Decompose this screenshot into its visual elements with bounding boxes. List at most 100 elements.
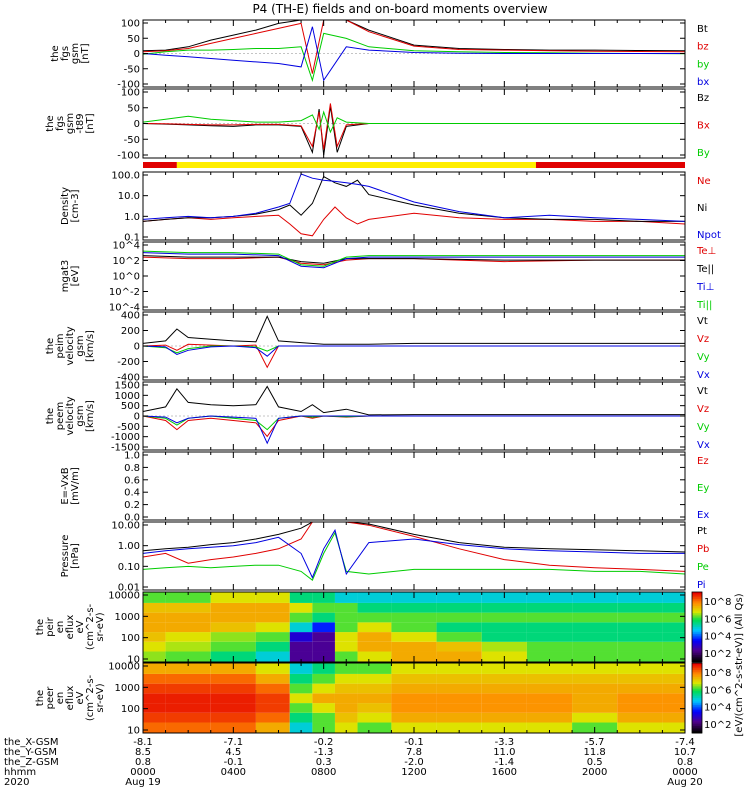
- y-tick-label: 10000: [108, 662, 140, 673]
- spectrogram-cell: [143, 641, 166, 652]
- ephemeris-value: Aug 19: [125, 777, 160, 788]
- spectrogram-cell: [662, 663, 685, 674]
- colorbar-cell: [692, 658, 702, 661]
- colorbar-cell: [692, 673, 702, 676]
- spectrogram-cell: [312, 632, 335, 642]
- y-axis-label-line: Pressure: [60, 535, 71, 578]
- y-axis-label-line: the: [45, 115, 56, 131]
- colorbar-cell: [692, 627, 702, 630]
- spectrogram-cell: [143, 683, 166, 694]
- colorbar-cell: [692, 713, 702, 716]
- spectrogram-cell: [357, 622, 392, 633]
- spectrogram-cell: [312, 612, 335, 623]
- series-line-Te||: [143, 255, 685, 264]
- ephemeris-value: 10.7: [674, 747, 696, 758]
- spectrogram-cell: [255, 712, 290, 723]
- y-axis-label-line: [nT]: [80, 43, 91, 63]
- ephemeris-value: 4.5: [225, 747, 241, 758]
- y-tick-label: 100: [121, 19, 140, 30]
- spectrogram-cell: [481, 641, 527, 652]
- ephemeris-value: -7.4: [675, 737, 695, 748]
- y-tick-label: 0.2: [124, 500, 140, 511]
- spectrogram-cell: [165, 612, 211, 623]
- colorbar-cell: [692, 729, 702, 732]
- y-axis-label-line: the: [35, 619, 46, 635]
- y-tick-label: 10.0: [118, 191, 140, 202]
- y-tick-label: 1000: [115, 391, 140, 402]
- spectrogram-cell: [255, 683, 290, 694]
- spectrogram-cell: [436, 612, 482, 623]
- spectrogram-cell: [143, 712, 166, 723]
- y-tick-label: -50: [124, 64, 140, 75]
- ephemeris-value: -0.1: [404, 737, 424, 748]
- spectrogram-cell: [357, 673, 392, 684]
- y-tick-label: 0: [134, 119, 140, 130]
- spectrogram-cell: [143, 722, 166, 733]
- spectrogram-cell: [357, 632, 392, 642]
- colorbar-cell: [692, 593, 702, 596]
- spectrogram-cell: [662, 602, 685, 613]
- colorbar-frame: [691, 591, 703, 663]
- spectrogram-cell: [436, 703, 482, 713]
- colorbar-cell: [692, 599, 702, 602]
- panel-peer-en-eflux: 10000 1000 100 10 the peer en eflux eV (cm^2-s-sr…: [35, 662, 686, 737]
- y-axis-label-line: eV: [75, 620, 86, 633]
- ephemeris-value: 0.8: [677, 757, 693, 768]
- spectrogram-cell: [143, 612, 166, 623]
- y-axis-label-line: [mV/m]: [70, 467, 81, 505]
- spectrogram-cell: [210, 641, 256, 652]
- spectrogram-cell: [357, 663, 392, 674]
- series-group: [143, 250, 685, 269]
- spectrogram-cell: [391, 673, 437, 684]
- y-axis-label-line: gsm: [75, 405, 86, 426]
- colorbar-cell: [692, 660, 702, 663]
- colorbar-cell: [692, 689, 702, 692]
- ephemeris-value: 8.5: [135, 747, 151, 758]
- spectrogram-cell: [357, 592, 392, 603]
- spectrogram-cell: [165, 632, 211, 642]
- y-tick-label: 0.01: [118, 583, 140, 594]
- y-axis-label-line: sr-eV): [95, 612, 106, 641]
- spectrogram-cell: [526, 592, 573, 603]
- y-tick-label: 0.8: [124, 463, 140, 474]
- legend-entry-Vt: Vt: [697, 316, 708, 327]
- series-line-Vy: [143, 415, 685, 431]
- spectrogram-cell: [255, 632, 290, 642]
- legend-entry-Pt: Pt: [697, 526, 707, 537]
- ephemeris-value: 0000: [130, 767, 155, 778]
- y-axis-label-line: the: [50, 45, 61, 61]
- spectrogram-cell: [391, 602, 437, 613]
- y-tick-label: 100: [121, 633, 140, 644]
- y-axis-label-line: the: [45, 408, 56, 424]
- y-axis-label-line: sr-eV): [95, 683, 106, 712]
- spectrogram-cell: [312, 712, 335, 723]
- colorbar-cell: [692, 646, 702, 649]
- colorbar-cell: [692, 691, 702, 694]
- spectrogram-cell: [572, 673, 618, 684]
- series-group: [143, 20, 685, 83]
- y-tick-label: 0.6: [124, 475, 140, 486]
- spectrogram-cell: [165, 722, 211, 733]
- spectrogram-cell: [210, 673, 256, 684]
- status-segment: [176, 162, 536, 168]
- spectrogram-cell: [572, 712, 618, 723]
- y-axis-label-line: E=-VxB: [60, 467, 71, 504]
- spectrogram-cell: [165, 622, 211, 633]
- legend-entry-Vy: Vy: [697, 352, 710, 363]
- spectrogram-cell: [436, 722, 482, 733]
- spectrogram-cell: [662, 612, 685, 623]
- spectrogram-cell: [391, 641, 437, 652]
- y-axis-label-line: peir: [45, 616, 56, 636]
- colorbar-cell: [692, 648, 702, 651]
- spectrogram-cell: [391, 703, 437, 713]
- colorbar-cell: [692, 613, 702, 616]
- colorbar-cell: [692, 698, 702, 701]
- colorbar-cell: [692, 602, 702, 605]
- ephemeris-row-label: the_Y-GSM: [4, 747, 57, 758]
- panel-peir-en-eflux: 10000 1000 100 10 the peir en eflux eV (cm^2-s-sr…: [35, 591, 686, 666]
- series-line-Bz: [143, 106, 685, 156]
- colorbar-cell: [692, 696, 702, 699]
- colorbar-cell: [692, 637, 702, 640]
- y-axis-label-line: mgat3: [60, 260, 71, 293]
- ephemeris-value: 11.8: [584, 747, 606, 758]
